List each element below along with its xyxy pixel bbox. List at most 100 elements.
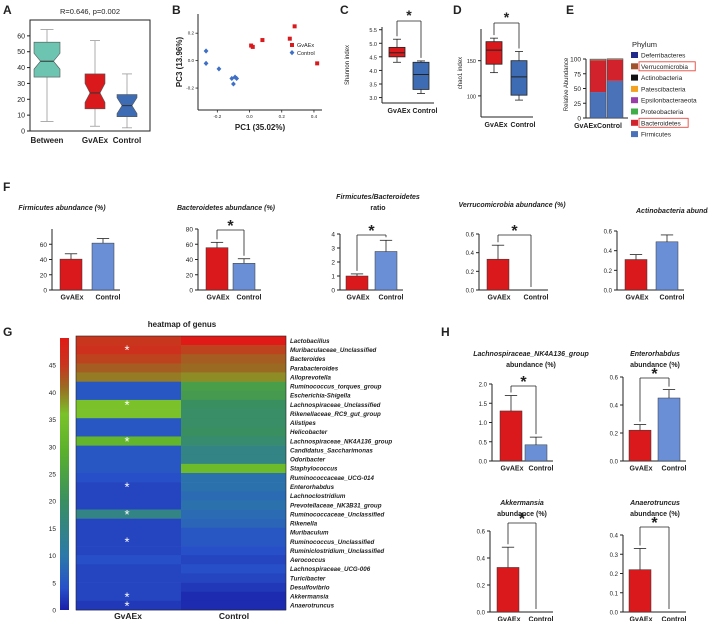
h1-y-tick-label: 1.5 — [479, 402, 488, 408]
d-y-tick-label: 150 — [467, 59, 476, 65]
c-y-tick-label: 3.5 — [369, 83, 377, 89]
b-point-gvaex — [315, 61, 320, 66]
panel-label-a: A — [3, 3, 12, 17]
g-cell — [76, 445, 181, 456]
a-x-label: GvAEx — [82, 136, 109, 145]
h2-x-label-gvaex: GvAEx — [630, 466, 653, 473]
g-cell — [181, 536, 286, 547]
f5-y-tick-label: 0.4 — [604, 249, 613, 255]
b-point-gvaex — [260, 38, 265, 43]
e-legend-swatch-deferribacteres — [631, 52, 638, 58]
f5-bar-gvaex — [624, 259, 648, 291]
g-cell — [76, 546, 181, 556]
g-row-label: Bacteroides — [290, 356, 326, 363]
g-cell — [181, 500, 286, 510]
b-legend-gvaex-swatch — [290, 43, 294, 47]
panel-label-d: D — [453, 3, 462, 17]
h2-bar-gvaex — [628, 429, 652, 462]
g-cell — [76, 582, 181, 593]
e-legend-swatch-patescibacteria — [631, 85, 638, 92]
b-legend-gvaex: GvAEx — [297, 43, 314, 49]
c-sig-star: * — [406, 7, 412, 23]
e-legend-deferribacteres: Deferribacteres — [641, 53, 686, 60]
g-cell — [76, 409, 181, 419]
g-col-label-control: Control — [219, 611, 249, 621]
g-title: heatmap of genus — [148, 320, 217, 329]
h4-y-tick-label: 0.3 — [610, 553, 619, 559]
f2-y-tick-label: 0 — [189, 288, 193, 295]
g-sig-star: * — [124, 598, 129, 613]
c-x-label-gvaex: GvAEx — [388, 108, 411, 115]
g-cell — [76, 336, 181, 346]
h2-y-tick-label: 0.0 — [610, 460, 619, 466]
panel-label-f: F — [3, 180, 10, 194]
f5-bar-control — [655, 241, 679, 291]
f2-bar-gvaex — [205, 247, 229, 291]
f1-bar-gvaex — [59, 258, 83, 291]
e-bar-seg-firmicutes-gvaex — [590, 92, 606, 118]
panel-label-e: E — [566, 3, 574, 17]
f4-y-tick-label: 0.2 — [466, 270, 475, 276]
f3-title: Firmicutes/Bacteroidetes — [336, 194, 420, 201]
e-y-tick-label: 75 — [574, 71, 582, 78]
g-cell — [181, 546, 286, 556]
panel-label-h: H — [441, 325, 450, 339]
h3-y-tick-label: 0.4 — [477, 557, 486, 563]
g-cell — [76, 555, 181, 565]
f1-x-label-gvaex: GvAEx — [61, 295, 84, 302]
g-cell — [181, 345, 286, 355]
e-legend-swatch-verrucomicrobia — [631, 63, 638, 70]
h3-title: Akkermansia — [499, 500, 544, 507]
c-y-tick-label: 5.5 — [369, 28, 377, 34]
e-legend-proteobacteria: Proteobacteria — [641, 109, 684, 116]
g-cell — [181, 399, 286, 410]
g-cell — [181, 582, 286, 593]
g-colorbar-tick-label: 25 — [49, 472, 57, 479]
g-colorbar-tick-label: 15 — [49, 526, 57, 533]
b-point-control — [231, 81, 236, 87]
h4-sig-star: * — [651, 515, 658, 532]
d-sig-star: * — [504, 9, 510, 25]
g-colorbar-tick-label: 0 — [52, 608, 56, 615]
f1-y-tick-label: 40 — [40, 257, 48, 264]
c-y-tick-label: 4.5 — [369, 55, 377, 61]
f2-y-tick-label: 80 — [186, 227, 194, 234]
e-legend-firmicutes: Firmicutes — [641, 132, 672, 139]
c-box-control — [412, 61, 430, 90]
g-row-label: Akkermansia — [289, 594, 329, 601]
b-y-label: PC3 (13.96%) — [175, 37, 184, 88]
f2-sig-star: * — [227, 218, 234, 235]
c-box-gvaex — [388, 46, 406, 58]
e-y-label: Relative Abundance — [564, 57, 570, 111]
e-bar-outline — [606, 58, 624, 119]
g-row-label: Muribaculaceae_Unclassified — [290, 347, 377, 354]
g-row-label: Ruminiclostridium_Unclassified — [290, 548, 384, 555]
a-box-between — [33, 41, 61, 78]
b-legend-control: Control — [297, 51, 315, 57]
b-point-gvaex — [292, 24, 297, 29]
h1-title-2: abundance (%) — [506, 362, 556, 369]
g-cell — [181, 527, 286, 538]
g-cell — [76, 527, 181, 538]
f2-y-tick-label: 60 — [186, 242, 194, 249]
h4-y-tick-label: 0.0 — [610, 611, 619, 617]
f5-title: Actinobacteria abundance (%) — [635, 208, 708, 215]
g-sig-star: * — [124, 343, 129, 358]
g-row-label: Parabacteroides — [290, 365, 339, 372]
e-legend-highlight-verrucomicrobia — [638, 61, 696, 72]
e-legend-swatch-actinobacteria — [631, 74, 638, 81]
c-x-label-control: Control — [413, 108, 438, 115]
h4-y-tick-label: 0.4 — [610, 534, 619, 540]
f4-bar-gvaex — [486, 258, 510, 291]
f4-y-tick-label: 0.6 — [466, 233, 475, 239]
g-cell — [181, 418, 286, 428]
b-point-control — [216, 66, 222, 72]
e-legend-swatch-epsilonbacteraeota — [631, 97, 638, 104]
f1-bar-control — [91, 242, 115, 291]
g-cell — [181, 372, 286, 382]
g-cell — [181, 445, 286, 456]
g-cell — [181, 454, 286, 465]
f5-y-tick-label: 0.6 — [604, 230, 613, 236]
f5-y-tick-label: 0.0 — [604, 289, 613, 295]
